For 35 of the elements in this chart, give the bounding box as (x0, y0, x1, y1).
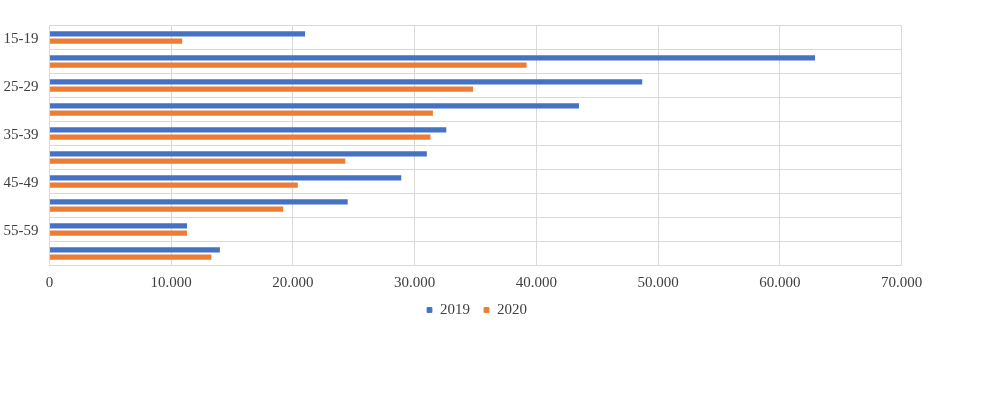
bar (49, 55, 816, 61)
bar (49, 206, 284, 212)
bar (49, 79, 643, 85)
x-tick-label: 40.000 (515, 273, 557, 290)
y-tick-label: 45-49 (3, 173, 39, 190)
y-tick-label: 35-39 (3, 125, 39, 142)
bar (49, 151, 427, 157)
bar (49, 175, 402, 181)
bar (49, 223, 188, 229)
bar (49, 86, 474, 92)
bar (49, 199, 348, 205)
bar (49, 134, 431, 140)
x-tick-label: 0 (45, 273, 54, 290)
bar (49, 230, 188, 236)
x-tick-label: 30.000 (394, 273, 436, 290)
bar (49, 158, 346, 164)
y-tick-label: 55-59 (3, 221, 39, 238)
legend-label: 2019 (440, 300, 470, 318)
bar (49, 103, 579, 109)
bar (49, 62, 527, 68)
x-tick-label: 20.000 (272, 273, 314, 290)
x-tick-label: 70.000 (880, 273, 923, 290)
bar (49, 254, 212, 260)
x-tick-label: 50.000 (637, 273, 679, 290)
bar (49, 38, 183, 44)
x-tick-label: 60.000 (759, 273, 801, 290)
x-tick-label: 10.000 (150, 273, 192, 290)
y-tick-label: 25-29 (3, 77, 39, 94)
bar (49, 110, 433, 116)
legend-label: 2020 (497, 300, 527, 318)
y-tick-label: 15-19 (3, 29, 39, 46)
bar (49, 182, 298, 188)
bar (49, 31, 306, 37)
bar (49, 247, 220, 253)
bar (49, 127, 447, 133)
